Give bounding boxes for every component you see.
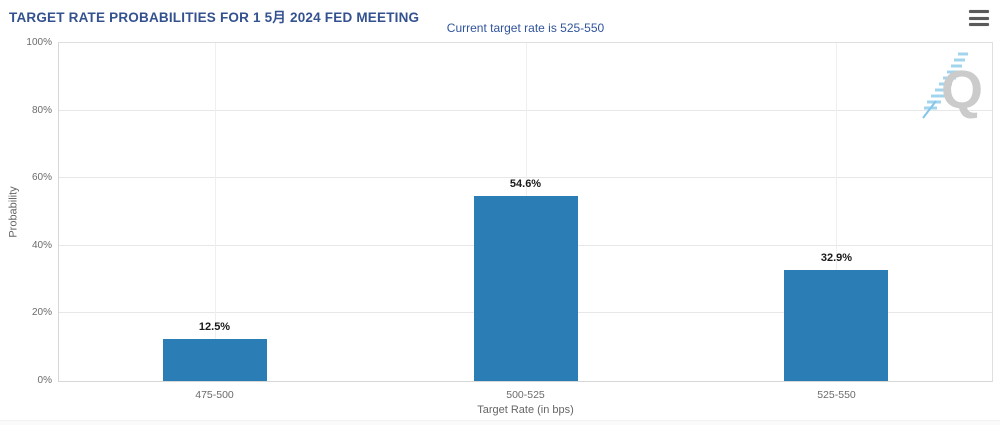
hamburger-bar xyxy=(969,16,989,20)
bar-value-label: 12.5% xyxy=(198,320,231,333)
y-tick-label: 80% xyxy=(31,104,52,116)
y-axis-title-wrap: Probability xyxy=(7,43,21,381)
y-tick-label: 0% xyxy=(37,375,52,386)
watermark-logo-q: Q xyxy=(922,52,983,120)
bar-value-label: 32.9% xyxy=(820,251,853,264)
hamburger-bar xyxy=(969,23,989,26)
page-title: TARGET RATE PROBABILITIES FOR 1 5月 2024 … xyxy=(9,10,420,25)
watermark-q-letter: Q xyxy=(941,60,983,120)
x-axis-title: Target Rate (in bps) xyxy=(477,404,574,416)
y-tick-label: 100% xyxy=(26,37,52,48)
x-tick-label: 475-500 xyxy=(195,389,234,401)
bar-500-525[interactable] xyxy=(473,196,578,381)
y-tick-label: 20% xyxy=(31,307,52,319)
x-tick-label: 525-550 xyxy=(817,389,856,401)
y-tick-label: 60% xyxy=(31,172,52,184)
gridline-vertical xyxy=(836,43,838,381)
y-axis-title: Probability xyxy=(8,186,21,238)
hamburger-menu-icon[interactable] xyxy=(969,9,989,27)
bar-value-label: 54.6% xyxy=(509,178,542,191)
bar-525-550[interactable] xyxy=(784,269,889,381)
x-tick-label: 500-525 xyxy=(506,389,545,401)
bar-475-500[interactable] xyxy=(162,338,267,381)
y-tick-label: 40% xyxy=(31,239,52,251)
plot-area: Q 12.5% 54.6% 32.9% 0% 20% 40% 60% 80% 1… xyxy=(8,37,993,416)
hamburger-bar xyxy=(969,10,989,13)
chart-subtitle: Current target rate is 525-550 xyxy=(446,21,605,35)
gridline-vertical xyxy=(214,43,216,381)
footer-strip xyxy=(0,420,1000,425)
